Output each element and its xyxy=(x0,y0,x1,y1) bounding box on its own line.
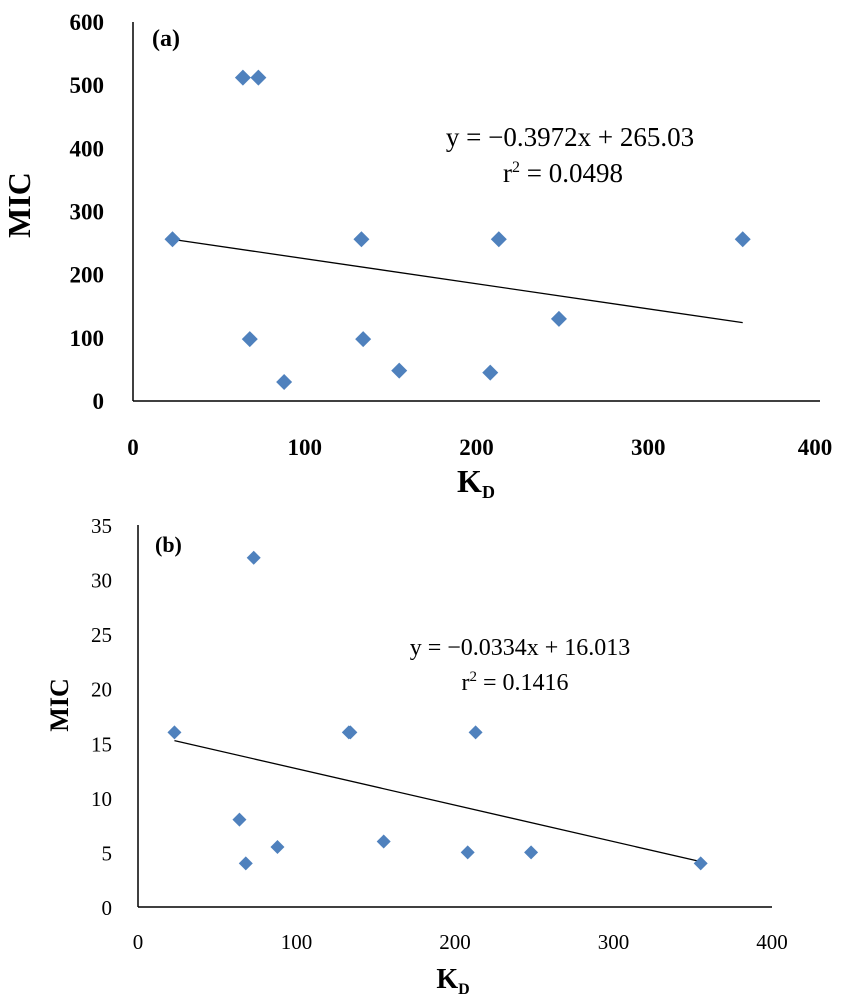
panel-b-y-tick-label: 0 xyxy=(102,896,113,920)
panel-b-data-point xyxy=(376,834,391,849)
panel-a-r-squared-exponent: 2 xyxy=(512,159,520,176)
panel-b-y-tick-label: 35 xyxy=(91,514,112,538)
panel-b-data-point xyxy=(524,845,539,860)
panel-a-r-squared: r2 = 0.0498 xyxy=(503,158,623,188)
panel-b-x-tick-label: 100 xyxy=(281,930,313,954)
panel-a-y-tick-label: 200 xyxy=(70,263,105,288)
panel-b-chart: 0 100 200 300 400 0 5 10 15 20 25 30 35 (b) y = −0.0… xyxy=(45,514,788,998)
panel-b-x-axis-label-main: K xyxy=(436,964,458,995)
panel-b-data-point xyxy=(246,550,261,565)
panel-b-label: (b) xyxy=(155,532,182,557)
panel-a-data-point xyxy=(276,374,293,391)
panel-a-data-point xyxy=(391,362,408,379)
panel-a-data-point xyxy=(164,231,181,248)
panel-a-x-axis-label-main: K xyxy=(457,463,482,499)
panel-b-x-tick-label: 200 xyxy=(439,930,471,954)
panel-a-y-tick-label: 100 xyxy=(70,326,105,351)
panel-a-trendline xyxy=(172,238,743,324)
panel-b-data-point xyxy=(343,725,358,740)
panel-b-y-tick-label: 20 xyxy=(91,678,112,702)
panel-a-data-point xyxy=(490,231,507,248)
panel-a-x-tick-label: 300 xyxy=(631,435,666,460)
panel-a-data-point xyxy=(355,331,372,348)
panel-a-data-point xyxy=(482,364,499,381)
panel-a-data-point xyxy=(234,69,251,86)
panel-b-r-squared-exponent: 2 xyxy=(469,669,477,685)
panel-b-x-tick-label: 0 xyxy=(133,930,144,954)
panel-b-r-squared-r: r xyxy=(461,670,469,696)
panel-b-r-squared-value: = 0.1416 xyxy=(477,670,569,696)
panel-a-chart: 0 100 200 300 400 0 100 200 300 400 500 600 (a) y =… xyxy=(1,10,832,502)
panel-b-r-squared: r2 = 0.1416 xyxy=(461,669,568,696)
panel-b-y-axis-label: MIC xyxy=(45,678,74,731)
panel-b-data-point xyxy=(468,725,483,740)
panel-a-y-tick-label: 0 xyxy=(93,389,105,414)
panel-b-data-point xyxy=(167,725,182,740)
panel-a-data-point xyxy=(250,69,267,86)
panel-a-x-tick-label: 0 xyxy=(127,435,139,460)
panel-a-y-tick-label: 300 xyxy=(70,200,105,225)
panel-b-data-point xyxy=(693,856,708,871)
panel-a-x-tick-label: 100 xyxy=(288,435,323,460)
panel-b-equation: y = −0.0334x + 16.013 xyxy=(410,635,631,661)
panel-a-data-point xyxy=(550,310,567,327)
panel-a-y-axis-label: MIC xyxy=(1,172,37,238)
panel-b-y-tick-label: 25 xyxy=(91,623,112,647)
panel-a-y-tick-label: 500 xyxy=(70,73,105,98)
panel-b-y-tick-label: 15 xyxy=(91,732,112,756)
panel-b-x-axis-label: KD xyxy=(436,964,469,998)
panel-b-data-point xyxy=(238,856,253,871)
panel-b-y-tick-label: 30 xyxy=(91,569,112,593)
panel-a-equation: y = −0.3972x + 265.03 xyxy=(446,122,694,152)
panel-a-x-tick-label: 400 xyxy=(798,435,833,460)
panel-b-x-tick-label: 400 xyxy=(756,930,788,954)
panel-a-label: (a) xyxy=(152,26,180,52)
panel-b-data-point xyxy=(270,839,285,854)
panel-a-data-point xyxy=(241,331,258,348)
panel-a-y-tick-label: 400 xyxy=(70,136,105,161)
panel-a-data-point xyxy=(353,231,370,248)
panel-a-x-axis-label-sub: D xyxy=(482,482,495,502)
panel-a-x-tick-label: 200 xyxy=(459,435,494,460)
panel-b-y-tick-label: 10 xyxy=(91,787,112,811)
panel-b-x-axis-label-sub: D xyxy=(458,981,470,998)
panel-a-r-squared-value: = 0.0498 xyxy=(520,158,623,188)
panel-a-x-axis-label: KD xyxy=(457,463,495,502)
panel-b-data-point xyxy=(232,812,247,827)
panel-a-y-tick-label: 600 xyxy=(70,10,105,35)
panel-b-y-tick-label: 5 xyxy=(102,841,113,865)
panel-b-data-point xyxy=(460,845,475,860)
panel-b-x-tick-label: 300 xyxy=(598,930,630,954)
panel-a-data-point xyxy=(734,231,751,248)
panel-b-trendline xyxy=(174,739,701,863)
panel-a-r-squared-r: r xyxy=(503,158,512,188)
